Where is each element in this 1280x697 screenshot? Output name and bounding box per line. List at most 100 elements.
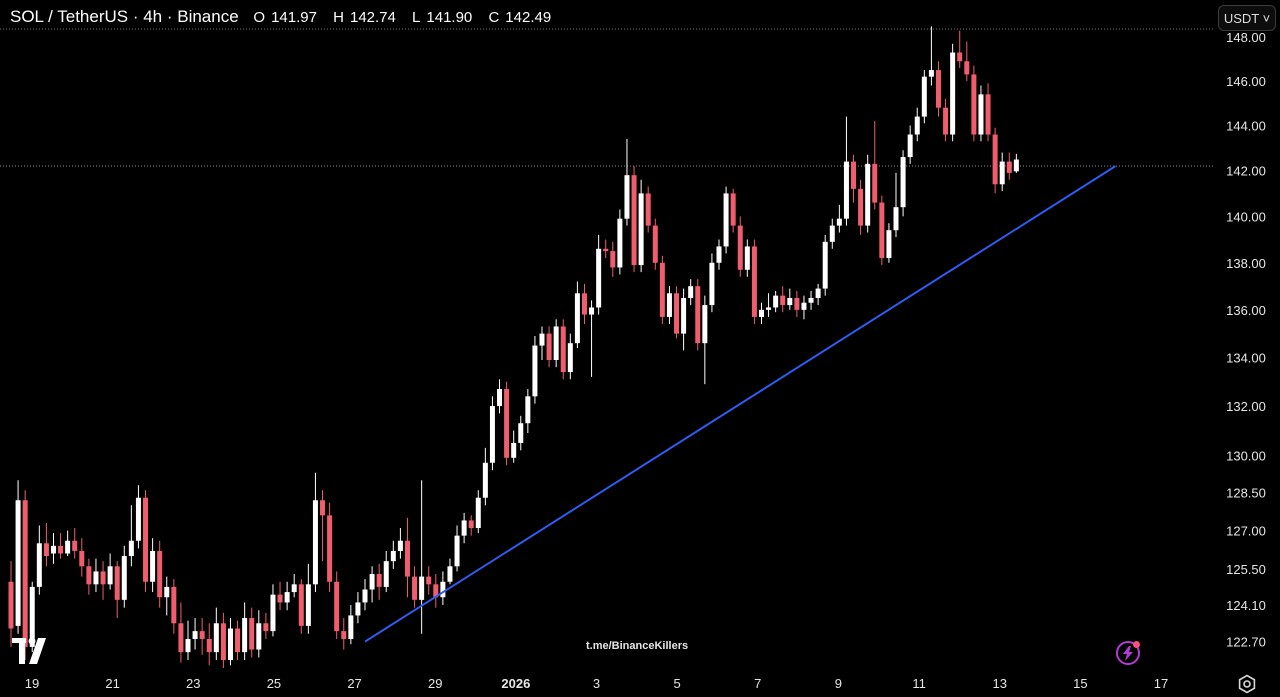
candle-body[interactable]	[921, 76, 927, 117]
candle-body[interactable]	[589, 307, 595, 315]
candle-body[interactable]	[341, 631, 347, 639]
candle-body[interactable]	[964, 61, 970, 75]
candle-body[interactable]	[412, 576, 418, 600]
candle-body[interactable]	[121, 556, 127, 600]
lightning-bolt-icon[interactable]	[1116, 641, 1140, 665]
candle-body[interactable]	[206, 638, 212, 653]
time-axis[interactable]: 19 21 23 25 27 29 2026 3 5 7 9 11 13 15 17	[25, 676, 1168, 691]
candle-body[interactable]	[751, 246, 757, 317]
candle-body[interactable]	[801, 302, 807, 310]
candle-body[interactable]	[900, 157, 906, 208]
candle-body[interactable]	[390, 550, 396, 562]
candle-body[interactable]	[553, 326, 559, 360]
candle-body[interactable]	[659, 262, 665, 317]
candle-body[interactable]	[843, 161, 849, 219]
candle-body[interactable]	[263, 623, 269, 632]
candle-body[interactable]	[185, 638, 191, 653]
candle-body[interactable]	[737, 225, 743, 270]
candle-body[interactable]	[213, 623, 219, 653]
candle-body[interactable]	[709, 262, 715, 306]
candle-body[interactable]	[256, 623, 262, 650]
candle-body[interactable]	[610, 251, 616, 268]
candle-body[interactable]	[744, 246, 750, 270]
candle-body[interactable]	[284, 592, 290, 603]
candle-body[interactable]	[100, 571, 106, 585]
candle-body[interactable]	[327, 515, 333, 582]
candle-body[interactable]	[362, 589, 368, 603]
candle-body[interactable]	[773, 295, 779, 308]
candle-body[interactable]	[242, 618, 248, 653]
candle-body[interactable]	[815, 288, 821, 298]
candle-body[interactable]	[999, 161, 1005, 185]
candle-body[interactable]	[482, 462, 488, 498]
candle-body[interactable]	[65, 540, 71, 554]
candle-body[interactable]	[475, 497, 481, 529]
candle-body[interactable]	[992, 134, 998, 185]
candle-body[interactable]	[1006, 161, 1012, 173]
candle-body[interactable]	[631, 175, 637, 266]
candle-body[interactable]	[454, 535, 460, 567]
candle-body[interactable]	[227, 628, 233, 661]
candle-body[interactable]	[780, 295, 786, 306]
candle-body[interactable]	[504, 389, 510, 458]
candle-body[interactable]	[574, 293, 580, 344]
candle-body[interactable]	[787, 297, 793, 306]
candle-body[interactable]	[419, 576, 425, 600]
candle-body[interactable]	[688, 286, 694, 298]
candle-body[interactable]	[511, 442, 517, 458]
candle-body[interactable]	[270, 594, 276, 632]
candle-body[interactable]	[971, 74, 977, 135]
tradingview-logo-icon[interactable]	[10, 632, 48, 666]
candle-body[interactable]	[440, 581, 446, 598]
candle-body[interactable]	[128, 540, 134, 557]
candle-body[interactable]	[808, 297, 814, 303]
candle-body[interactable]	[617, 218, 623, 268]
candle-body[interactable]	[624, 175, 630, 219]
candle-body[interactable]	[489, 406, 495, 463]
candle-body[interactable]	[794, 297, 800, 310]
candle-body[interactable]	[348, 615, 354, 639]
candle-body[interactable]	[978, 94, 984, 135]
candle-body[interactable]	[397, 540, 403, 551]
candle-body[interactable]	[872, 163, 878, 203]
candle-body[interactable]	[36, 543, 42, 587]
candle-body[interactable]	[298, 584, 304, 626]
candle-body[interactable]	[291, 584, 297, 593]
candle-body[interactable]	[29, 586, 35, 647]
candle-body[interactable]	[404, 540, 410, 577]
candle-body[interactable]	[22, 500, 28, 647]
candle-body[interactable]	[865, 163, 871, 226]
candle-body[interactable]	[766, 307, 772, 310]
candle-body[interactable]	[950, 52, 956, 135]
price-axis[interactable]: 148.00 146.00 144.00 142.00 140.00 138.00 136.…	[1226, 30, 1266, 649]
candle-body[interactable]	[539, 333, 545, 346]
candle-body[interactable]	[143, 497, 149, 582]
candle-body[interactable]	[93, 571, 99, 585]
candle-body[interactable]	[893, 207, 899, 231]
candle-body[interactable]	[235, 628, 241, 653]
candle-body[interactable]	[674, 293, 680, 334]
candle-body[interactable]	[603, 248, 609, 252]
candle-body[interactable]	[985, 94, 991, 135]
candle-body[interactable]	[546, 333, 552, 360]
candle-body[interactable]	[957, 52, 963, 62]
candle-body[interactable]	[702, 305, 708, 344]
candle-body[interactable]	[178, 623, 184, 653]
candle-body[interactable]	[695, 286, 701, 344]
candle-body[interactable]	[638, 193, 644, 266]
candle-body[interactable]	[312, 500, 318, 585]
symbol-title[interactable]: SOL / TetherUS · 4h · Binance	[10, 7, 239, 26]
candle-body[interactable]	[681, 297, 687, 334]
candle-body[interactable]	[1013, 159, 1019, 172]
candle-body[interactable]	[935, 70, 941, 108]
candle-body[interactable]	[907, 134, 913, 158]
candle-body[interactable]	[851, 161, 857, 189]
candle-body[interactable]	[150, 550, 156, 582]
candle-body[interactable]	[426, 576, 432, 585]
candle-body[interactable]	[928, 70, 934, 77]
candle-body[interactable]	[645, 193, 651, 226]
candle-body[interactable]	[157, 550, 163, 598]
candle-body[interactable]	[192, 631, 198, 639]
candle-body[interactable]	[135, 497, 141, 541]
